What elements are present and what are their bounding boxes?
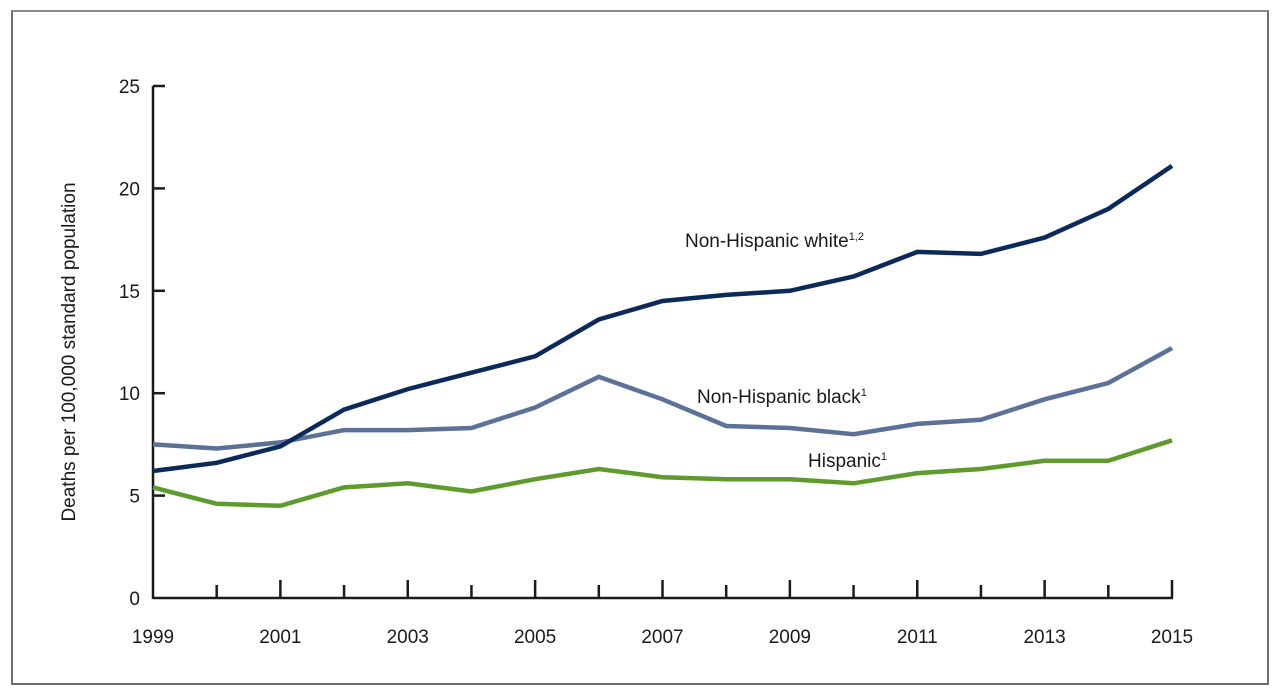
y-tick-label: 15 xyxy=(119,282,140,303)
series-label-text: Hispanic xyxy=(808,451,881,472)
series-label-non-hispanic-black: Non-Hispanic black1 xyxy=(697,387,867,408)
x-tick-label: 2007 xyxy=(641,627,683,648)
series-lines xyxy=(152,164,1174,509)
x-tick-label: 2001 xyxy=(259,627,301,648)
series-line-non-hispanic-white xyxy=(152,164,1174,474)
series-label-footnote: 1 xyxy=(861,387,867,399)
series-line-non-hispanic-black xyxy=(152,346,1174,451)
y-tick-label: 10 xyxy=(119,384,140,405)
x-tick-label: 2011 xyxy=(897,627,938,648)
y-tick-label: 0 xyxy=(129,589,140,610)
y-tick-label: 25 xyxy=(119,77,140,98)
series-label-text: Non-Hispanic white xyxy=(685,231,849,252)
series-label-footnote: 1 xyxy=(881,451,887,463)
series-label-non-hispanic-white: Non-Hispanic white1,2 xyxy=(685,231,864,252)
y-axis-title: Deaths per 100,000 standard population xyxy=(59,182,80,521)
series-line-hispanic xyxy=(152,438,1173,509)
x-tick-label: 2005 xyxy=(514,627,556,648)
x-tick-label: 2013 xyxy=(1023,627,1065,648)
series-label-footnote: 1,2 xyxy=(849,231,864,243)
y-ticks: 0 5 10 15 20 25 xyxy=(119,77,165,610)
series-label-text: Non-Hispanic black xyxy=(697,387,861,408)
chart-frame xyxy=(11,10,1269,685)
x-tick-label: 2009 xyxy=(769,627,811,648)
series-label-hispanic: Hispanic1 xyxy=(808,451,887,472)
y-tick-label: 5 xyxy=(129,487,140,508)
x-ticks: 1999 2001 2003 2005 2007 2009 2011 2013 2015 xyxy=(132,580,1193,648)
x-tick-label: 2015 xyxy=(1151,627,1193,648)
x-tick-label: 2003 xyxy=(387,627,429,648)
y-tick-label: 20 xyxy=(119,179,140,200)
x-tick-label: 1999 xyxy=(132,627,174,648)
